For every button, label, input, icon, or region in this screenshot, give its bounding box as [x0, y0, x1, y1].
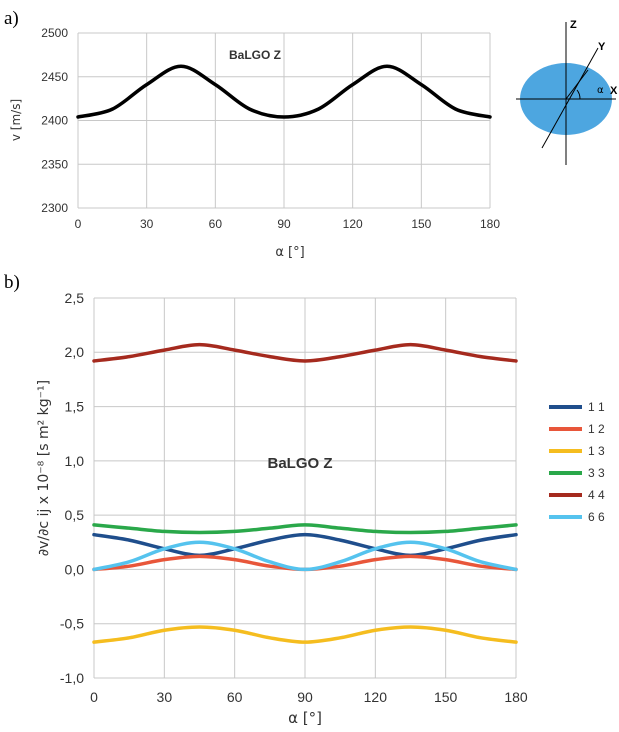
y-tick-label: -1,0 [60, 670, 84, 686]
y-ticks-a: 2300 2350 2400 2450 2500 [41, 26, 68, 215]
y-tick-label: 2350 [41, 157, 68, 171]
x-tick-label: 150 [411, 217, 431, 231]
x-tick-label: 0 [90, 689, 98, 705]
x-tick-label: 120 [364, 689, 388, 705]
legend-label: 1 2 [588, 422, 605, 436]
legend: 1 1 1 2 1 3 3 3 4 4 6 6 [549, 400, 605, 524]
chart-a-ylabel: v [m/s] [9, 99, 23, 141]
y-tick-label: 2,0 [65, 344, 85, 360]
chart-a-xlabel: α [°] [275, 245, 304, 260]
angle-label: α [597, 85, 604, 96]
x-tick-label: 90 [297, 689, 313, 705]
grid-b [93, 297, 517, 679]
y-tick-label: 2300 [41, 201, 68, 215]
y-axis-label: Y [598, 41, 606, 53]
y-tick-label: 0,0 [65, 561, 85, 577]
x-tick-label: 150 [434, 689, 458, 705]
y-tick-label: 0,5 [65, 507, 85, 523]
y-tick-label: 1,5 [65, 398, 85, 414]
x-tick-label: 60 [227, 689, 243, 705]
series-line-0 [76, 64, 492, 119]
orientation-diagram: Z Y X α [516, 19, 618, 165]
x-tick-label: 90 [277, 217, 291, 231]
panel-label-b: b) [4, 272, 20, 293]
series-line-13 [92, 625, 518, 644]
x-tick-label: 60 [209, 217, 223, 231]
legend-label: 1 3 [588, 444, 605, 458]
wave-direction-line [565, 69, 589, 100]
panel-label-a: a) [4, 8, 19, 29]
legend-label: 4 4 [588, 488, 605, 502]
x-tick-label: 0 [75, 217, 82, 231]
x-ticks-b: 0 30 60 90 120 150 180 [90, 689, 528, 705]
legend-label: 1 1 [588, 400, 605, 414]
angle-arc [576, 89, 581, 100]
x-tick-label: 180 [504, 689, 528, 705]
series-line-33 [92, 523, 518, 535]
series-line-44 [92, 342, 518, 363]
chart-a-title: BaLGO Z [229, 48, 281, 62]
y-tick-label: 2400 [41, 114, 68, 128]
chart-derivative: -1,0 -0,5 0,0 0,5 1,0 1,5 2,0 2,5 0 30 60 90 120 150… [36, 290, 605, 727]
y-tick-label: -0,5 [60, 616, 84, 632]
legend-label: 3 3 [588, 466, 605, 480]
chart-b-xlabel: α [°] [288, 709, 322, 727]
series-line-66 [92, 540, 518, 572]
x-axis-label: X [610, 85, 618, 97]
legend-label: 6 6 [588, 510, 605, 524]
grid-a [77, 32, 491, 209]
y-tick-label: 2,5 [65, 290, 85, 306]
chart-b-ylabel: ∂v/∂c ij x 10⁻⁸ [s m² kg⁻¹] [36, 380, 52, 556]
series-group-b [92, 342, 518, 644]
chart-b-title: BaLGO Z [267, 455, 332, 472]
x-ticks-a: 0 30 60 90 120 150 180 [75, 217, 501, 231]
y-tick-label: 1,0 [65, 453, 85, 469]
chart-velocity: 2300 2350 2400 2450 2500 0 30 60 90 120 150 180 Ba… [9, 26, 500, 260]
y-tick-label: 2450 [41, 70, 68, 84]
x-tick-label: 120 [343, 217, 363, 231]
y-axis-line [541, 47, 599, 149]
series-group-a [76, 64, 492, 119]
x-tick-label: 30 [157, 689, 173, 705]
y-tick-label: 2500 [41, 26, 68, 40]
y-ticks-b: -1,0 -0,5 0,0 0,5 1,0 1,5 2,0 2,5 [60, 290, 84, 686]
x-tick-label: 30 [140, 217, 154, 231]
x-tick-label: 180 [480, 217, 500, 231]
z-axis-label: Z [570, 19, 577, 31]
